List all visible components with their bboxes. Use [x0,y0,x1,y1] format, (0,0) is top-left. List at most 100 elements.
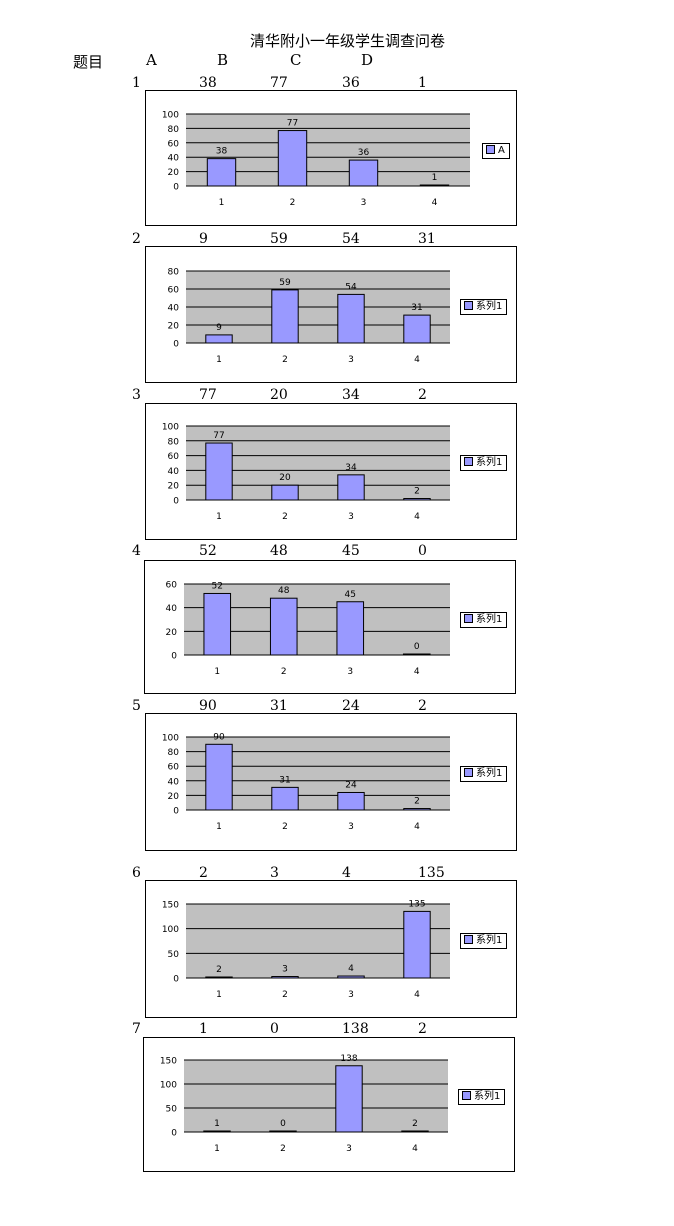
bar-chart-q5: 0 20 40 60 80 100 90 1 31 2 24 3 2 4 [145,713,517,851]
answer-count-b: 20 [270,387,288,403]
answer-count-c: 24 [342,698,360,714]
bar [403,498,431,501]
data-label: 1 [214,1119,220,1129]
legend-swatch [464,614,473,623]
data-label: 54 [345,282,357,292]
bar [403,808,431,811]
bar [203,1130,231,1133]
y-tick-label: 150 [162,901,179,911]
data-label: 34 [345,463,357,473]
page-title: 清华附小一年级学生调查问卷 [250,32,446,50]
chart-legend: 系列1 [460,766,508,782]
answer-count-d: 2 [418,698,427,714]
bar [271,484,299,501]
question-number: 6 [132,865,141,881]
answer-count-b: 0 [270,1021,279,1037]
bar [205,976,233,979]
data-label: 1 [432,173,438,183]
question-number: 7 [132,1021,141,1037]
x-tick-label: 2 [290,198,296,208]
y-tick-label: 0 [171,652,177,662]
y-tick-label: 0 [173,807,179,817]
answer-count-a: 52 [199,543,217,559]
bar [403,910,431,979]
data-label: 38 [216,147,228,157]
bar [271,786,299,811]
y-tick-label: 80 [168,268,180,278]
y-tick-label: 150 [160,1057,177,1067]
bar-chart-q7: 0 50 100 150 1 1 0 2 138 3 2 4 [143,1037,515,1172]
y-tick-label: 0 [173,975,179,985]
data-label: 3 [282,965,288,975]
legend-label: 系列1 [474,1091,501,1102]
legend-swatch [464,768,473,777]
y-tick-label: 0 [173,497,179,507]
x-tick-label: 3 [346,1144,352,1154]
question-number: 2 [132,231,141,247]
legend-swatch [486,145,495,154]
data-label: 31 [279,775,290,785]
x-tick-label: 1 [216,990,222,1000]
data-label: 31 [411,303,422,313]
x-tick-label: 4 [414,355,420,365]
bar [348,159,379,187]
chart-svg: 0 20 40 60 52 1 48 2 45 3 0 4 [166,581,450,677]
answer-count-c: 34 [342,387,360,403]
y-tick-label: 60 [166,581,178,591]
y-tick-label: 50 [168,950,180,960]
x-tick-label: 1 [214,1144,220,1154]
bar [205,334,233,344]
answer-count-b: 77 [270,75,288,91]
data-label: 2 [414,487,420,497]
header-a: A [146,51,157,69]
bar [277,130,308,187]
bar [337,474,365,501]
answer-count-d: 135 [418,865,445,881]
bar [271,976,299,979]
header-d: D [361,51,374,69]
answer-count-d: 0 [418,543,427,559]
data-label: 4 [348,964,354,974]
x-tick-label: 4 [414,667,420,677]
chart-legend: 系列1 [458,1089,506,1105]
answer-count-b: 48 [270,543,288,559]
data-label: 52 [212,581,223,591]
bar [335,1065,363,1133]
bar [337,791,365,811]
bar [402,653,431,656]
header-b: B [217,51,229,69]
data-label: 77 [213,431,224,441]
x-tick-label: 3 [347,667,353,677]
legend-label: 系列1 [476,457,503,468]
data-label: 45 [345,590,356,600]
header-topic: 题目 [73,53,104,71]
y-tick-label: 100 [162,111,179,121]
data-label: 135 [408,899,425,909]
y-tick-label: 40 [168,154,180,164]
x-tick-label: 4 [432,198,438,208]
chart-svg: 0 20 40 60 80 9 1 59 2 54 3 31 4 [168,268,450,365]
y-tick-label: 60 [168,763,180,773]
answer-count-c: 54 [342,231,360,247]
answer-count-c: 4 [342,865,351,881]
legend-swatch [464,935,473,944]
y-tick-label: 20 [166,628,178,638]
x-tick-label: 4 [414,512,420,522]
header-c: C [290,51,302,69]
x-tick-label: 4 [414,990,420,1000]
y-tick-label: 20 [168,168,180,178]
answer-count-a: 1 [199,1021,208,1037]
legend-label: 系列1 [476,768,503,779]
x-tick-label: 3 [348,355,354,365]
y-tick-label: 60 [168,286,180,296]
answer-count-d: 2 [418,1021,427,1037]
answer-count-b: 59 [270,231,288,247]
bar [401,1130,429,1133]
chart-svg: 0 20 40 60 80 100 77 1 20 2 34 3 2 4 [162,423,450,522]
answer-count-d: 1 [418,75,427,91]
chart-svg: 0 50 100 150 2 1 3 2 4 3 135 4 [162,899,450,1000]
answer-count-a: 9 [199,231,208,247]
data-label: 36 [358,148,370,158]
bar [269,1130,297,1133]
x-tick-label: 3 [361,198,367,208]
